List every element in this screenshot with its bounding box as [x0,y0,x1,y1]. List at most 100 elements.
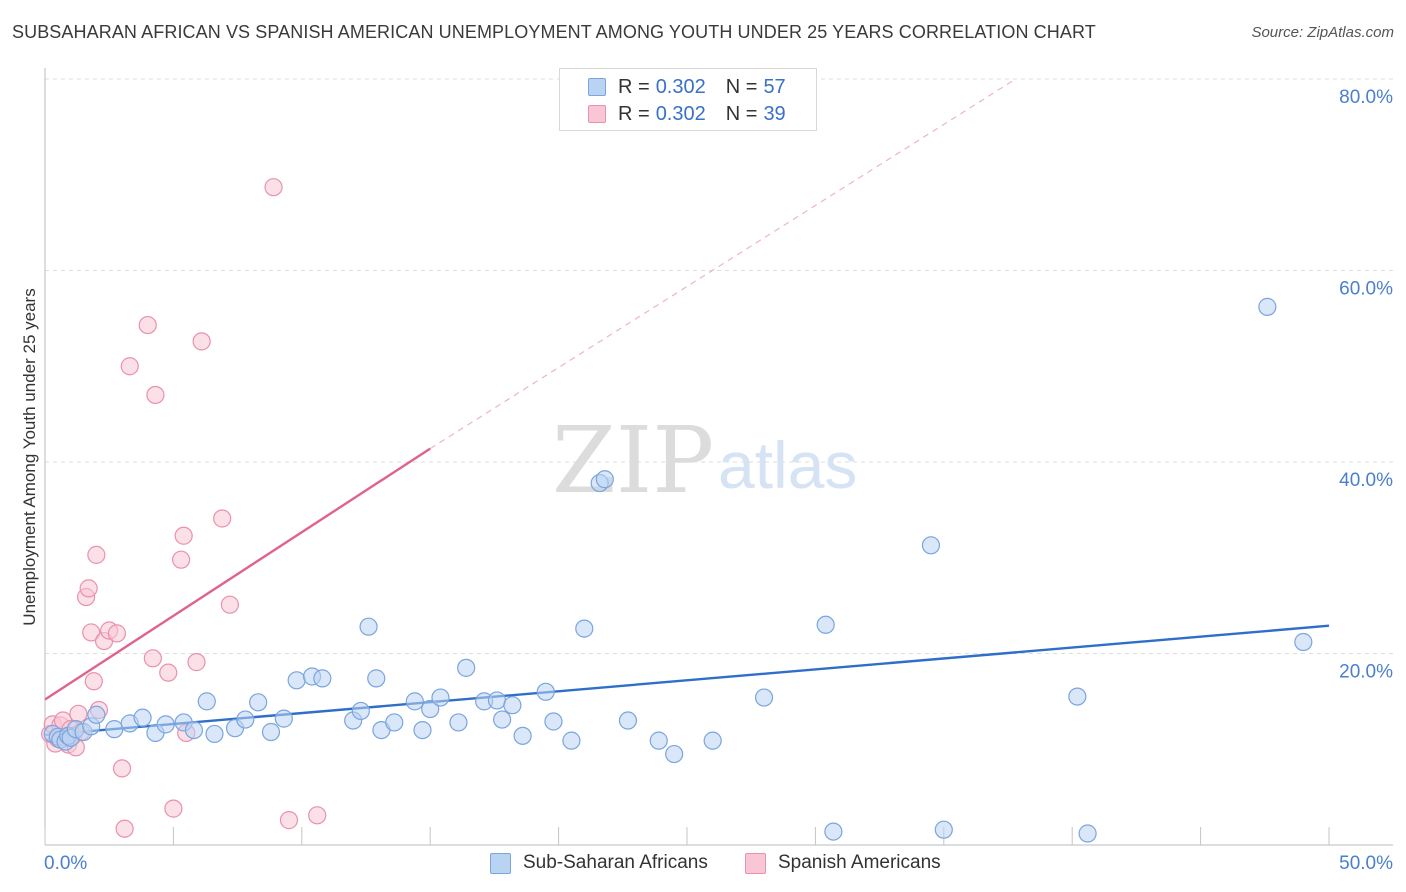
data-point-spanish-american [264,178,283,197]
data-point-spanish-american [120,357,139,376]
data-point-spanish-american [107,624,127,643]
data-point-spanish-american [172,550,191,569]
data-point-sub-saharan [575,619,594,638]
data-point-spanish-american [213,509,232,528]
legend-row-pink: R = 0.302 N = 39 [588,103,786,125]
trend-line-sub-saharan-africans [44,624,1330,737]
data-point-spanish-american [82,623,101,642]
legend-r-label: R = [618,75,650,98]
trend-lines [44,78,1330,737]
legend-n-value: 57 [763,75,786,98]
data-point-spanish-american [146,385,165,405]
data-point-sub-saharan [105,720,124,739]
legend-swatch-pink [588,105,606,123]
data-point-spanish-american [279,811,299,830]
legend-row-blue: R = 0.302 N = 57 [588,76,786,98]
source-label: Source: ZipAtlas.com [1251,24,1394,41]
data-point-sub-saharan [274,709,293,728]
data-point-sub-saharan [184,720,204,740]
data-point-sub-saharan [493,710,512,729]
x-tick-labels: 0.0% 50.0% [44,853,1393,874]
legend-r-label: R = [618,102,650,125]
data-point-spanish-american [220,595,239,614]
data-point-spanish-american [112,759,132,778]
data-point-sub-saharan [313,669,332,688]
x-tick-label: 0.0% [44,853,87,874]
data-point-sub-saharan [503,696,522,715]
watermark: ZIP atlas [552,407,857,514]
data-point-sub-saharan [649,731,668,750]
data-point-sub-saharan [513,726,532,745]
data-point-sub-saharan [359,617,378,636]
data-point-sub-saharan [487,691,507,710]
y-tick-labels: 20.0% 40.0% 60.0% 80.0% [1339,87,1393,683]
legend-label-sub-saharan: Sub-Saharan Africans [523,852,708,873]
legend-item-sub-saharan[interactable]: Sub-Saharan Africans [490,852,708,874]
x-tick-label: 50.0% [1339,853,1393,874]
legend-swatch-blue [490,852,511,874]
data-point-sub-saharan [1078,824,1097,843]
data-point-sub-saharan [754,688,774,707]
data-point-sub-saharan [1258,297,1277,316]
data-point-sub-saharan [385,713,404,732]
data-point-spanish-american [84,672,103,691]
data-point-sub-saharan [562,731,581,750]
data-point-sub-saharan [405,692,424,711]
data-point-sub-saharan [156,715,175,734]
y-tick-label: 40.0% [1339,470,1393,491]
data-point-spanish-american [174,526,193,545]
data-point-sub-saharan [618,711,638,730]
data-point-spanish-american [138,315,157,335]
data-point-sub-saharan [665,744,684,764]
legend-r-value: 0.302 [655,102,706,125]
series-sub-saharan-africans [43,297,1313,843]
legend-r-value: 0.302 [655,75,706,98]
data-point-sub-saharan [287,671,306,690]
data-point-sub-saharan [457,658,476,677]
data-point-sub-saharan [421,699,440,719]
data-point-spanish-american [164,799,183,818]
y-tick-label: 20.0% [1339,662,1393,683]
data-point-sub-saharan [816,615,835,634]
data-point-spanish-american [159,663,178,682]
data-point-sub-saharan [934,820,953,839]
data-point-sub-saharan [544,712,563,731]
data-point-sub-saharan [1068,687,1087,706]
y-tick-label: 60.0% [1339,279,1393,300]
data-point-sub-saharan [205,724,224,744]
data-point-sub-saharan [824,822,843,841]
data-point-sub-saharan [236,710,255,729]
axes [44,68,1393,846]
legend-swatch-pink [745,852,766,874]
data-point-spanish-american [143,649,162,668]
legend-n-label: N = [725,75,758,98]
data-point-sub-saharan [703,731,722,750]
grid-lines [45,78,1393,654]
data-point-spanish-american [79,579,98,598]
legend-label-spanish-american: Spanish Americans [778,852,941,873]
correlation-legend: R = 0.302 N = 57 R = 0.302 N = 39 [559,68,817,131]
data-point-sub-saharan [536,682,555,701]
data-point-sub-saharan [351,701,370,721]
series-legend: Sub-Saharan Africans Spanish Americans [0,852,1406,876]
watermark-atlas: atlas [718,428,857,502]
watermark-zip: ZIP [552,407,714,514]
data-point-sub-saharan [367,669,386,688]
y-tick-label: 80.0% [1339,87,1393,108]
data-point-spanish-american [308,806,327,825]
data-point-spanish-american [192,332,211,351]
data-point-sub-saharan [431,688,450,707]
data-point-spanish-american [187,653,206,672]
data-point-sub-saharan [197,692,216,711]
legend-item-spanish-american[interactable]: Spanish Americans [745,852,941,874]
data-point-sub-saharan [249,693,268,712]
data-point-sub-saharan [921,536,941,555]
trend-line-spanish-americans [44,447,431,701]
legend-swatch-blue [588,78,606,96]
data-point-spanish-american [87,545,106,564]
chart-title: SUBSAHARAN AFRICAN VS SPANISH AMERICAN U… [12,22,1096,42]
data-point-sub-saharan [261,722,281,742]
data-point-sub-saharan [87,705,106,724]
data-point-spanish-american [69,704,88,723]
